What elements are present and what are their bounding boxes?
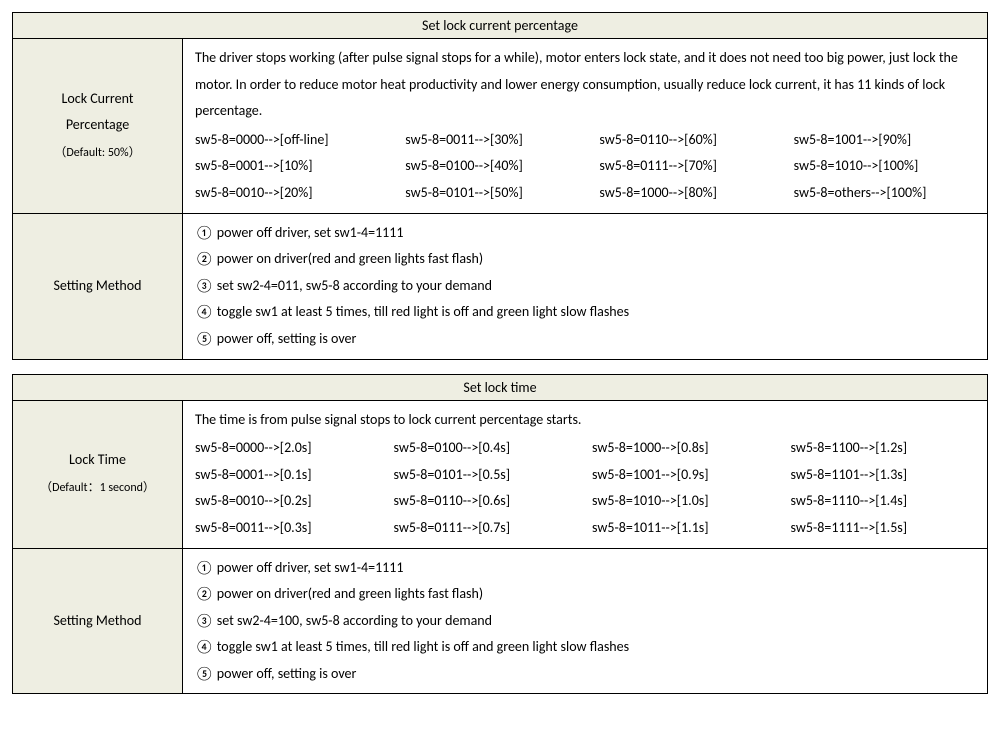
label-text: Percentage xyxy=(66,116,129,133)
sw-entry: sw5-8=0011-->[30%] xyxy=(405,127,571,154)
step-text: ④ toggle sw1 at least 5 times, till red … xyxy=(195,299,975,326)
step-text: ① power off driver, set sw1-4=1111 xyxy=(195,555,975,582)
label-sub: （Default: 50%） xyxy=(54,146,140,160)
table2-row1-label: Lock Time （Default：1 second） xyxy=(13,400,183,548)
sw-entry: sw5-8=0110-->[0.6s] xyxy=(394,488,579,515)
sw-entry: sw5-8=others-->[100%] xyxy=(794,180,975,207)
table2-row2-label: Setting Method xyxy=(13,548,183,694)
sw-entry: sw5-8=1011-->[1.1s] xyxy=(592,515,777,542)
label-text: Lock Time xyxy=(69,451,126,468)
sw-entry: sw5-8=0110-->[60%] xyxy=(599,127,765,154)
sw-entry: sw5-8=0001-->[10%] xyxy=(195,153,377,180)
sw-grid: sw5-8=0000-->[off-line] sw5-8=0011-->[30… xyxy=(195,127,975,207)
sw-entry: sw5-8=0000-->[2.0s] xyxy=(195,435,380,462)
step-text: ③ set sw2-4=100, sw5-8 according to your… xyxy=(195,608,975,635)
step-text: ④ toggle sw1 at least 5 times, till red … xyxy=(195,634,975,661)
label-text: Lock Current xyxy=(62,90,134,107)
sw-entry: sw5-8=0000-->[off-line] xyxy=(195,127,377,154)
step-text: ③ set sw2-4=011, sw5-8 according to your… xyxy=(195,273,975,300)
sw-entry: sw5-8=0100-->[40%] xyxy=(405,153,571,180)
sw-entry: sw5-8=0111-->[0.7s] xyxy=(394,515,579,542)
sw-entry: sw5-8=0011-->[0.3s] xyxy=(195,515,380,542)
step-text: ⑤ power off, setting is over xyxy=(195,326,975,353)
sw-entry: sw5-8=1000-->[0.8s] xyxy=(592,435,777,462)
table1-title: Set lock current percentage xyxy=(13,13,988,39)
sw-entry: sw5-8=0101-->[0.5s] xyxy=(394,462,579,489)
sw-entry: sw5-8=1110-->[1.4s] xyxy=(791,488,976,515)
table-lock-time: Set lock time Lock Time （Default：1 secon… xyxy=(12,374,988,695)
table2-row1-content: The time is from pulse signal stops to l… xyxy=(183,400,988,548)
table-lock-current: Set lock current percentage Lock Current… xyxy=(12,12,988,360)
sw-entry: sw5-8=1000-->[80%] xyxy=(599,180,765,207)
step-text: ⑤ power off, setting is over xyxy=(195,661,975,688)
sw-entry: sw5-8=0010-->[20%] xyxy=(195,180,377,207)
step-text: ① power off driver, set sw1-4=1111 xyxy=(195,220,975,247)
sw-entry: sw5-8=1111-->[1.5s] xyxy=(791,515,976,542)
table1-row1-label: Lock Current Percentage （Default: 50%） xyxy=(13,39,183,214)
sw-entry: sw5-8=1001-->[0.9s] xyxy=(592,462,777,489)
step-text: ② power on driver(red and green lights f… xyxy=(195,246,975,273)
sw-entry: sw5-8=0001-->[0.1s] xyxy=(195,462,380,489)
sw-entry: sw5-8=1101-->[1.3s] xyxy=(791,462,976,489)
sw-entry: sw5-8=1100-->[1.2s] xyxy=(791,435,976,462)
table1-row2-content: ① power off driver, set sw1-4=1111 ② pow… xyxy=(183,213,988,359)
table2-row2-content: ① power off driver, set sw1-4=1111 ② pow… xyxy=(183,548,988,694)
sw-entry: sw5-8=1010-->[100%] xyxy=(794,153,975,180)
sw-entry: sw5-8=1001-->[90%] xyxy=(794,127,975,154)
description-text: The time is from pulse signal stops to l… xyxy=(195,411,581,428)
table2-title: Set lock time xyxy=(13,374,988,400)
label-sub: （Default：1 second） xyxy=(40,481,155,495)
sw-entry: sw5-8=1010-->[1.0s] xyxy=(592,488,777,515)
sw-entry: sw5-8=0010-->[0.2s] xyxy=(195,488,380,515)
table1-row2-label: Setting Method xyxy=(13,213,183,359)
sw-entry: sw5-8=0111-->[70%] xyxy=(599,153,765,180)
sw-entry: sw5-8=0101-->[50%] xyxy=(405,180,571,207)
description-text: The driver stops working (after pulse si… xyxy=(195,49,958,119)
sw-entry: sw5-8=0100-->[0.4s] xyxy=(394,435,579,462)
step-text: ② power on driver(red and green lights f… xyxy=(195,581,975,608)
sw-grid: sw5-8=0000-->[2.0s] sw5-8=0100-->[0.4s] … xyxy=(195,435,975,541)
table1-row1-content: The driver stops working (after pulse si… xyxy=(183,39,988,214)
